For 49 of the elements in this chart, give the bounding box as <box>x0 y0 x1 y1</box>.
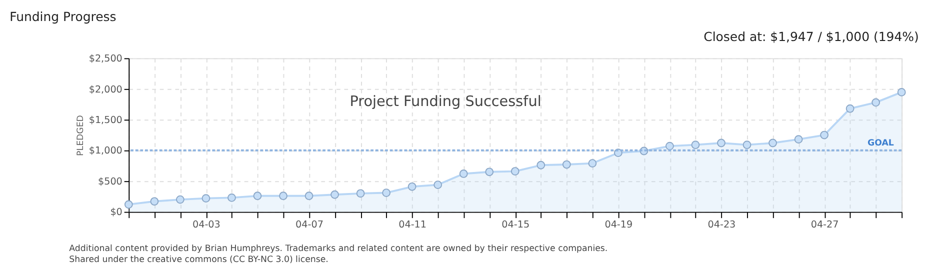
y-axis-title: PLEDGED <box>76 114 86 156</box>
point <box>408 182 416 191</box>
point <box>536 160 546 170</box>
ref-line-label: GOAL <box>868 138 894 149</box>
point <box>666 142 674 150</box>
point <box>459 170 468 178</box>
point <box>150 197 159 206</box>
point <box>562 160 571 169</box>
x-tick-label: 04-03 <box>192 220 220 231</box>
point <box>228 194 236 202</box>
point <box>434 180 442 189</box>
y-tick-label: $2,500 <box>88 54 122 65</box>
y-tick-label: $2,000 <box>88 84 122 96</box>
point <box>253 192 262 200</box>
point <box>124 200 133 209</box>
y-tick-label: $1,000 <box>88 146 122 157</box>
x-tick-label: 04-11 <box>398 220 426 231</box>
chart-subtitle: Closed at: $1,947 / $1,000 (194%) <box>704 28 919 44</box>
point <box>897 88 906 96</box>
x-tick-label: 04-27 <box>810 220 839 231</box>
point <box>330 190 339 199</box>
x-tick-label: 04-19 <box>604 220 633 231</box>
x-tick-label: 04-23 <box>708 220 736 231</box>
annotation: Project Funding Successful <box>350 94 542 110</box>
text: Additional content provided by Brian Humphreys. Trademarks and related content are owned by their respective companies. <box>69 244 608 254</box>
point <box>382 188 391 197</box>
point <box>768 138 777 148</box>
point <box>846 104 854 113</box>
point <box>820 130 828 140</box>
y-tick-label: $1,500 <box>88 115 122 126</box>
point <box>510 167 520 176</box>
point <box>872 98 880 107</box>
text: Shared under the creative commons (CC BY-NC 3.0) license. <box>69 254 328 265</box>
x-tick-label: 04-07 <box>296 220 324 231</box>
x-tick-label: 04-15 <box>502 220 530 231</box>
point <box>202 194 210 203</box>
point <box>304 192 314 200</box>
y-tick-label: $0 <box>110 207 122 218</box>
point <box>176 195 184 204</box>
point <box>485 168 494 176</box>
point <box>717 138 726 148</box>
point <box>356 189 365 198</box>
chart-title: Funding Progress <box>10 8 116 24</box>
point <box>691 140 700 150</box>
point <box>742 140 752 150</box>
point <box>279 192 288 200</box>
point <box>794 135 803 144</box>
y-tick-label: $500 <box>98 176 122 188</box>
point <box>588 159 597 168</box>
